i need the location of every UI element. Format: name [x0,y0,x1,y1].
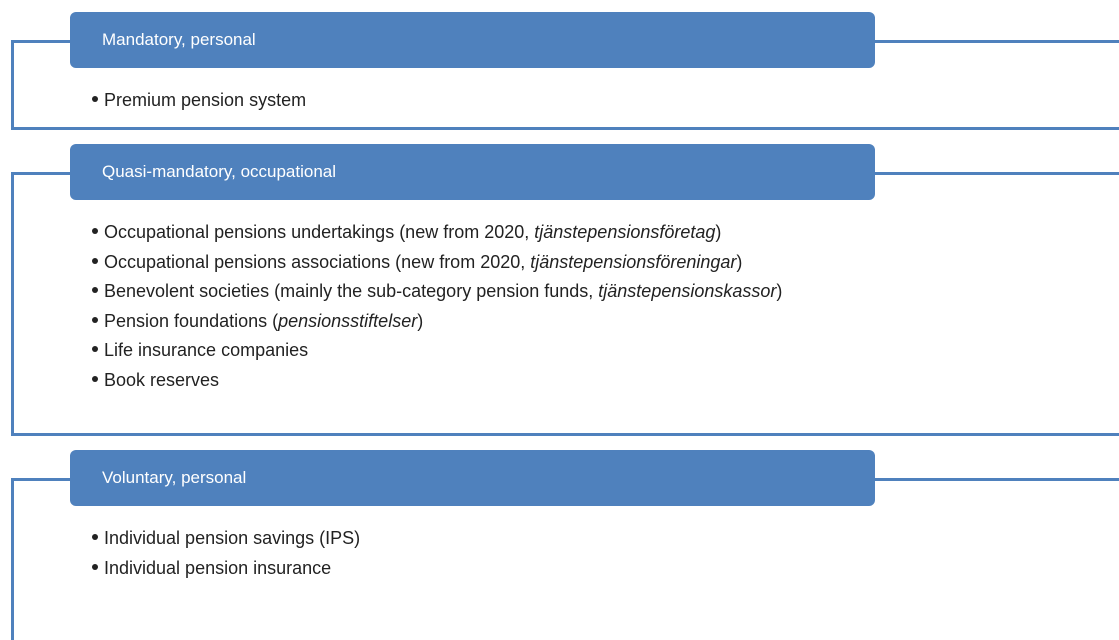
item-text: ) [417,310,424,331]
item-text: ) [736,251,743,272]
item-text: Pension foundations ( [104,310,279,331]
item-text: ) [776,281,783,301]
frame-left [11,172,14,436]
bullet [92,96,98,103]
item-text: Occupational pensions undertakings (new … [104,222,535,242]
bullet [92,257,98,264]
item-text: Book reserves [104,369,220,390]
bullet [92,346,98,353]
item-text: Individual pension savings (IPS) [104,528,361,548]
frame-top-left [11,478,71,481]
list-item: Individual pension insurance [92,556,331,580]
item-italic: tjänstepensionsföretag [534,222,716,242]
bullet [92,228,98,235]
list-item: Individual pension savings (IPS) [92,526,360,550]
frame-bottom [11,127,1119,130]
bullet [92,316,98,323]
bullet [92,375,98,382]
list-item: Book reserves [92,368,219,392]
group-title: Voluntary, personal [70,450,875,506]
frame-left [11,478,14,640]
frame-top-right [874,478,1119,481]
list-item: Premium pension system [92,88,306,112]
frame-top-left [11,40,71,43]
frame-top-right [874,40,1119,43]
list-item: Benevolent societies (mainly the sub-cat… [92,279,782,303]
list-item: Pension foundations (pensionsstiftelser) [92,309,423,333]
bullet [92,563,98,570]
item-italic: pensionsstiftelser [278,310,418,331]
item-text: Individual pension insurance [104,557,332,578]
item-italic: tjänstepensionskassor [598,281,777,301]
item-text: Benevolent societies (mainly the sub-cat… [104,281,599,301]
item-text: Life insurance companies [104,340,309,360]
list-item: Occupational pensions associations (new … [92,250,742,274]
group-title: Quasi-mandatory, occupational [70,144,875,200]
list-item: Occupational pensions undertakings (new … [92,220,721,244]
frame-top-right [874,172,1119,175]
bullet [92,534,98,541]
group-title: Mandatory, personal [70,12,875,68]
diagram: Mandatory, personal Premium pension syste… [11,12,1119,640]
item-italic: tjänstepensionsföreningar [530,251,737,272]
list-item: Life insurance companies [92,338,308,362]
frame-bottom [11,433,1119,436]
item-text: Premium pension system [104,90,307,110]
bullet [92,287,98,294]
item-text: ) [715,222,722,242]
item-text: Occupational pensions associations (new … [104,251,531,272]
frame-left [11,40,14,130]
frame-top-left [11,172,71,175]
